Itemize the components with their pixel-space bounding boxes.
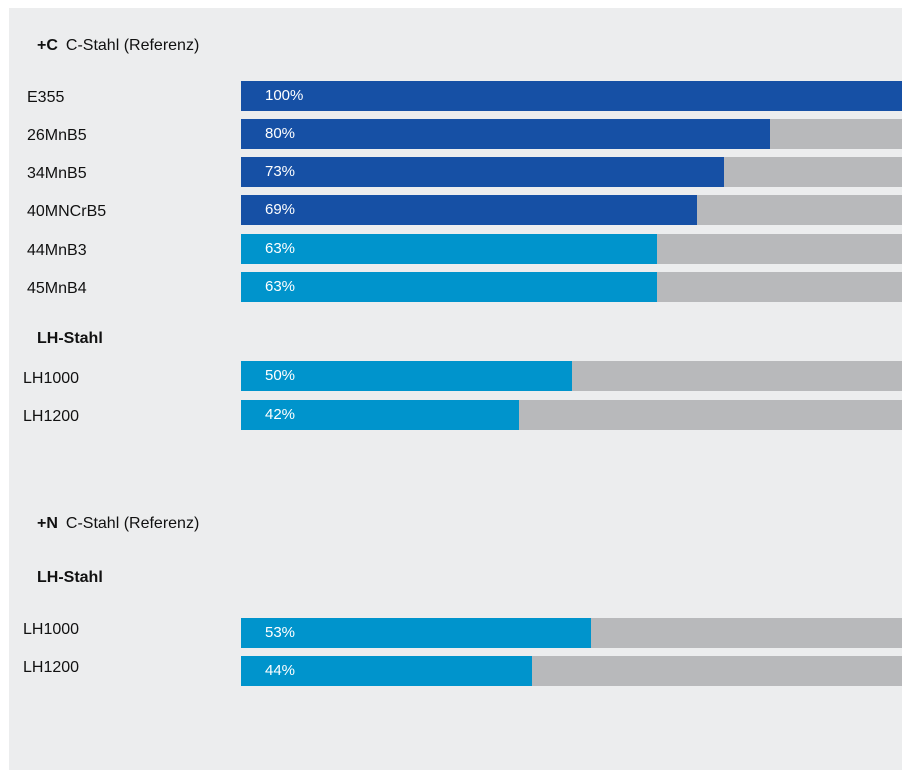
bar-track-lh1200-c: 42%: [241, 400, 902, 430]
row-label-lh1200-n: LH1200: [23, 659, 80, 676]
row-label-lh1000-n: LH1000: [23, 621, 80, 638]
bar-value-label-45mnb4-c: 63%: [265, 278, 296, 295]
row-label-45mnb4-c: 45MnB4: [27, 280, 87, 297]
bar-value-label-40mncrb5-c: 69%: [265, 201, 296, 218]
group-heading-n: +N C-Stahl (Referenz): [37, 515, 199, 533]
row-label-e355-c: E355: [27, 89, 65, 106]
bar-26mnb5-c: 80%: [241, 119, 770, 149]
bar-value-label-26mnb5-c: 80%: [265, 125, 296, 142]
subgroup-heading-n: LH-Stahl: [37, 569, 103, 587]
row-label-lh1200-c: LH1200: [23, 408, 80, 425]
bar-track-40mncrb5-c: 69%: [241, 195, 902, 225]
bar-lh1200-n: 44%: [241, 656, 532, 686]
bar-track-34mnb5-c: 73%: [241, 157, 902, 187]
bar-lh1200-c: 42%: [241, 400, 519, 430]
bar-track-lh1000-c: 50%: [241, 361, 902, 391]
bar-track-26mnb5-c: 80%: [241, 119, 902, 149]
row-label-34mnb5-c: 34MnB5: [27, 165, 87, 182]
bar-track-lh1000-n: 53%: [241, 618, 902, 648]
bar-34mnb5-c: 73%: [241, 157, 724, 187]
group-title-c: C-Stahl (Referenz): [65, 37, 200, 54]
bar-e355-c: 100%: [241, 81, 902, 111]
bar-40mncrb5-c: 69%: [241, 195, 697, 225]
group-prefix-c: +C: [37, 37, 58, 54]
subgroup-title-n: LH-Stahl: [37, 569, 103, 586]
row-label-40mncrb5-c: 40MNCrB5: [27, 203, 107, 220]
row-label-lh1000-c: LH1000: [23, 370, 80, 387]
bar-44mnb3-c: 63%: [241, 234, 657, 264]
subgroup-heading-c: LH-Stahl: [37, 330, 103, 348]
bar-track-lh1200-n: 44%: [241, 656, 902, 686]
bar-value-label-e355-c: 100%: [265, 87, 304, 104]
bar-value-label-lh1200-n: 44%: [265, 662, 296, 679]
bar-value-label-44mnb3-c: 63%: [265, 240, 296, 257]
row-label-26mnb5-c: 26MnB5: [27, 127, 87, 144]
bar-value-label-34mnb5-c: 73%: [265, 163, 296, 180]
bar-value-label-lh1000-n: 53%: [265, 624, 296, 641]
group-prefix-n: +N: [37, 515, 58, 532]
group-title-n: C-Stahl (Referenz): [65, 515, 200, 532]
bar-lh1000-n: 53%: [241, 618, 591, 648]
bar-value-label-lh1200-c: 42%: [265, 406, 296, 423]
bar-lh1000-c: 50%: [241, 361, 572, 391]
bar-track-e355-c: 100%: [241, 81, 902, 111]
bar-track-45mnb4-c: 63%: [241, 272, 902, 302]
bar-45mnb4-c: 63%: [241, 272, 657, 302]
group-heading-c: +C C-Stahl (Referenz): [37, 37, 199, 55]
bar-value-label-lh1000-c: 50%: [265, 367, 296, 384]
bar-track-44mnb3-c: 63%: [241, 234, 902, 264]
subgroup-title-c: LH-Stahl: [37, 330, 103, 347]
row-label-44mnb3-c: 44MnB3: [27, 242, 87, 259]
